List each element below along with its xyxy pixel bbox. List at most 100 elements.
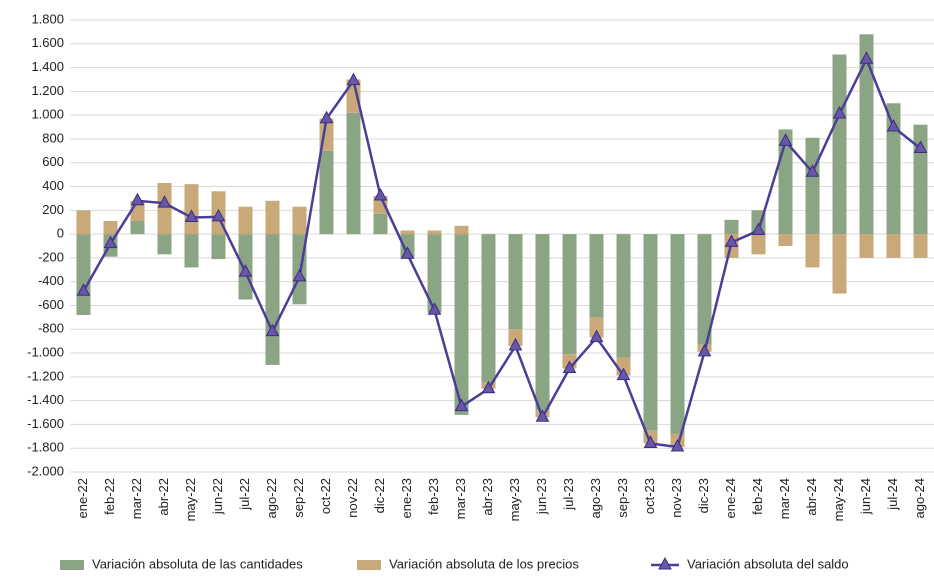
marker: [913, 140, 928, 153]
bar: [805, 234, 820, 268]
y-tick-label: -600: [38, 297, 64, 312]
x-tick-label: abr-23: [480, 478, 495, 516]
marker: [643, 435, 658, 448]
marker: [805, 164, 820, 177]
marker: [886, 119, 901, 132]
marker: [670, 438, 685, 452]
x-tick-label: ene-24: [723, 478, 738, 518]
bar: [184, 184, 199, 235]
y-tick-label: 1.200: [31, 83, 64, 98]
y-tick-label: -800: [38, 321, 64, 336]
bar: [319, 150, 334, 235]
bar: [535, 234, 550, 411]
y-tick-label: -1.600: [27, 416, 64, 431]
x-tick-label: ene-23: [399, 478, 414, 518]
x-tick-label: jun-22: [210, 478, 225, 515]
bar: [832, 54, 847, 235]
bar: [562, 234, 577, 355]
x-tick-label: abr-22: [156, 478, 171, 516]
bar: [427, 234, 442, 313]
x-tick-label: dic-22: [372, 478, 387, 513]
x-tick-label: sep-23: [615, 478, 630, 518]
marker: [157, 195, 172, 208]
x-tick-label: feb-22: [102, 478, 117, 515]
bar: [697, 234, 712, 345]
x-tick-label: ago-22: [264, 478, 279, 518]
bar: [400, 230, 415, 235]
legend-swatch: [357, 560, 381, 570]
marker: [832, 105, 847, 119]
bar: [805, 137, 820, 235]
bar: [589, 317, 604, 338]
marker: [454, 398, 469, 412]
y-tick-label: -400: [38, 273, 64, 288]
marker: [184, 209, 199, 222]
x-tick-label: mar-24: [777, 478, 792, 519]
marker: [859, 51, 874, 64]
bar: [76, 210, 91, 235]
y-tick-label: 200: [42, 202, 64, 217]
bar: [643, 234, 658, 431]
x-tick-label: nov-23: [669, 478, 684, 518]
bar: [589, 234, 604, 318]
marker: [616, 367, 631, 381]
legend-label: Variación absoluta del saldo: [687, 556, 849, 571]
y-tick-label: -1.400: [27, 392, 64, 407]
bar: [157, 234, 172, 255]
marker: [319, 110, 334, 124]
bar: [427, 230, 442, 235]
legend-label: Variación absoluta de las cantidades: [92, 556, 303, 571]
marker: [373, 187, 388, 201]
bar: [616, 234, 631, 358]
bar: [130, 221, 145, 235]
bar: [265, 200, 280, 235]
bar: [481, 234, 496, 383]
x-tick-label: jul-23: [561, 478, 576, 511]
marker: [76, 283, 91, 296]
bar: [913, 234, 928, 258]
bar: [373, 213, 388, 235]
bar: [265, 234, 280, 365]
bar: [859, 34, 874, 235]
line: [82, 56, 922, 449]
x-tick-label: jul-22: [237, 478, 252, 511]
y-tick-label: 400: [42, 178, 64, 193]
y-tick-label: 1.400: [31, 59, 64, 74]
x-tick-label: nov-22: [345, 478, 360, 518]
y-tick-label: 800: [42, 130, 64, 145]
bar: [859, 234, 874, 258]
bar: [778, 234, 793, 246]
marker: [589, 329, 604, 343]
x-tick-label: abr-24: [804, 478, 819, 516]
x-tick-label: ene-22: [75, 478, 90, 518]
legend-swatch: [60, 560, 84, 570]
x-tick-label: oct-23: [642, 478, 657, 514]
x-tick-label: mar-22: [129, 478, 144, 519]
marker: [481, 380, 496, 394]
x-tick-label: oct-22: [318, 478, 333, 514]
bar: [886, 234, 901, 258]
bar: [454, 225, 469, 235]
bar: [508, 329, 523, 346]
marker: [778, 133, 793, 146]
bar: [454, 234, 469, 415]
y-tick-label: -1.800: [27, 440, 64, 455]
x-tick-label: ago-24: [912, 478, 927, 518]
bar: [346, 79, 361, 113]
bar: [886, 103, 901, 235]
x-tick-label: may-24: [831, 478, 846, 521]
bar: [670, 234, 685, 434]
x-tick-label: may-23: [507, 478, 522, 521]
marker: [103, 235, 118, 249]
marker: [697, 343, 712, 357]
marker: [508, 337, 523, 351]
marker: [562, 360, 577, 374]
marker: [211, 208, 226, 222]
y-tick-label: 600: [42, 154, 64, 169]
y-tick-label: 1.600: [31, 35, 64, 50]
y-tick-label: -1.200: [27, 368, 64, 383]
marker: [400, 246, 415, 259]
x-tick-label: jun-24: [858, 478, 873, 515]
marker: [292, 268, 307, 282]
